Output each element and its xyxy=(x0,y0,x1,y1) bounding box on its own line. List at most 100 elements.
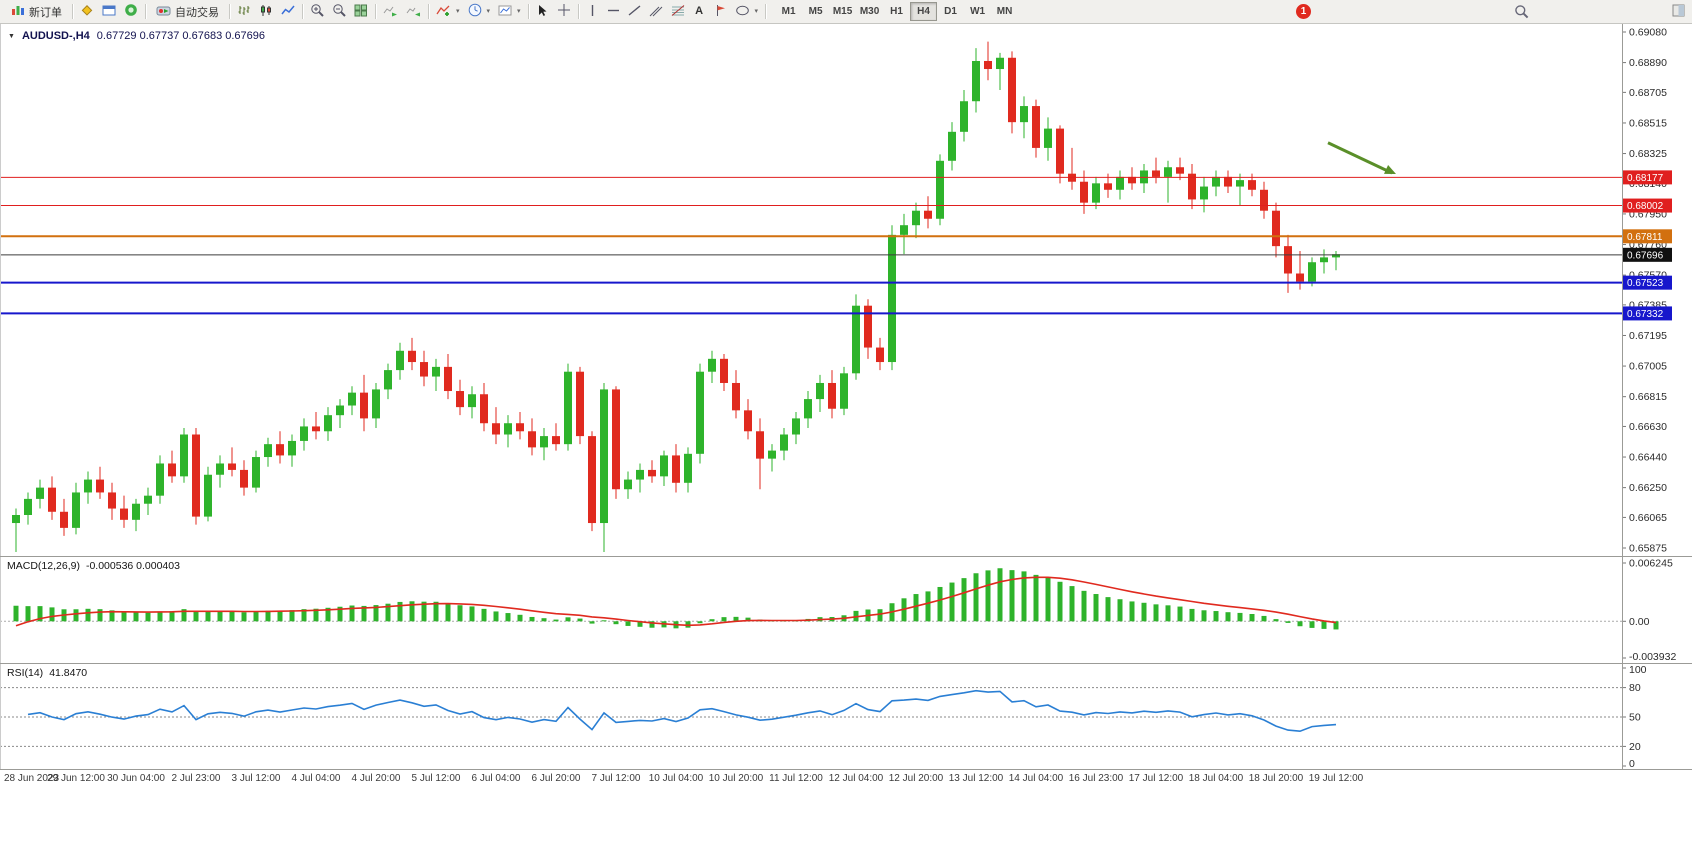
toolbar-separator xyxy=(302,4,303,19)
timeframe-h1-button[interactable]: H1 xyxy=(883,2,910,21)
svg-text:0.67332: 0.67332 xyxy=(1627,309,1664,320)
svg-text:0.66065: 0.66065 xyxy=(1629,512,1667,524)
templates-button[interactable]: ▾ xyxy=(494,2,525,22)
svg-text:0.67696: 0.67696 xyxy=(1627,250,1664,261)
toolbar-separator xyxy=(229,4,230,19)
svg-text:0.66250: 0.66250 xyxy=(1629,482,1667,494)
line-chart-icon xyxy=(281,4,295,20)
time-axis-label: 12 Jul 04:00 xyxy=(828,773,884,784)
timeframe-d1-button[interactable]: D1 xyxy=(937,2,964,21)
time-axis-label: 19 Jul 12:00 xyxy=(1308,773,1364,784)
panel-toggle-button[interactable] xyxy=(1672,4,1685,17)
new-order-icon xyxy=(11,4,25,20)
svg-text:0.66440: 0.66440 xyxy=(1629,452,1667,464)
channel-button[interactable] xyxy=(645,2,667,22)
horizontal-line-button[interactable] xyxy=(603,2,624,22)
svg-text:0.68705: 0.68705 xyxy=(1629,87,1667,99)
time-axis-label: 4 Jul 04:00 xyxy=(291,773,341,784)
panel-toggle-icon xyxy=(1672,4,1685,17)
macd-label: MACD(12,26,9) -0.000536 0.000403 xyxy=(7,560,180,572)
zoom-in-button[interactable] xyxy=(306,2,328,22)
time-axis-label: 29 Jun 12:00 xyxy=(47,773,105,784)
main-chart-canvas[interactable]: 0.69080 0.68890 0.68705 0.68515 0.68325 0.681… xyxy=(0,24,1692,556)
trendline-button[interactable] xyxy=(624,2,645,22)
tile-windows-button[interactable] xyxy=(350,2,372,22)
chart-shift-icon xyxy=(406,4,421,20)
timeframe-m15-button[interactable]: M15 xyxy=(829,2,856,21)
line-chart-button[interactable] xyxy=(277,2,299,22)
chart-shift-button[interactable] xyxy=(402,2,425,22)
time-axis-label: 2 Jul 23:00 xyxy=(171,773,221,784)
notification-badge[interactable]: 1 xyxy=(1296,4,1311,19)
fibonacci-icon xyxy=(671,4,685,20)
timeframe-h4-button[interactable]: H4 xyxy=(910,2,938,21)
svg-text:20: 20 xyxy=(1629,741,1641,753)
auto-scroll-button[interactable] xyxy=(379,2,402,22)
svg-text:0.69080: 0.69080 xyxy=(1629,27,1667,39)
bar-chart-button[interactable] xyxy=(233,2,255,22)
arrow-label-icon xyxy=(714,4,727,20)
indicators-button[interactable]: ▾ xyxy=(432,2,464,22)
zoom-out-button[interactable] xyxy=(328,2,350,22)
time-axis-label: 5 Jul 12:00 xyxy=(411,773,461,784)
macd-indicator-name: MACD(12,26,9) xyxy=(7,560,80,572)
price-axis-border xyxy=(1622,24,1623,769)
text-tool-button[interactable]: A xyxy=(689,2,710,22)
templates-icon xyxy=(498,4,512,20)
time-axis-label: 17 Jul 12:00 xyxy=(1128,773,1184,784)
fibonacci-button[interactable] xyxy=(667,2,689,22)
toolbar-separator xyxy=(145,4,146,19)
svg-text:0.67005: 0.67005 xyxy=(1629,361,1667,373)
new-order-button[interactable]: 新订单 xyxy=(4,2,69,22)
toolbar-separator xyxy=(577,4,579,19)
arrow-label-button[interactable] xyxy=(710,2,731,22)
timeframe-group: M1 M5 M15 M30 H1 H4 D1 W1 MN xyxy=(775,2,1018,21)
vertical-line-icon xyxy=(586,4,599,20)
search-button[interactable] xyxy=(1514,4,1529,19)
shapes-button[interactable]: ▾ xyxy=(731,2,763,22)
svg-text:0.67195: 0.67195 xyxy=(1629,330,1667,342)
macd-pane-canvas[interactable]: 0.006245 0.00 -0.003932 xyxy=(0,557,1692,663)
svg-text:0.68325: 0.68325 xyxy=(1629,148,1667,160)
timeframe-mn-button[interactable]: MN xyxy=(991,2,1018,21)
time-axis[interactable]: 28 Jun 2023 29 Jun 12:00 30 Jun 04:00 2 Jul… xyxy=(0,770,1692,792)
chevron-down-icon: ▾ xyxy=(517,8,521,15)
autotrading-button[interactable]: 自动交易 xyxy=(149,2,226,22)
horizontal-line-icon xyxy=(607,4,620,20)
market-watch-button[interactable] xyxy=(76,2,98,22)
time-axis-label: 7 Jul 12:00 xyxy=(591,773,641,784)
periods-button[interactable]: ▾ xyxy=(464,2,495,22)
time-axis-label: 11 Jul 12:00 xyxy=(769,773,823,784)
rsi-pane-canvas[interactable]: 100 80 50 20 0 xyxy=(0,664,1692,769)
timeframe-m30-button[interactable]: M30 xyxy=(856,2,883,21)
navigator-button[interactable] xyxy=(120,2,142,22)
svg-text:0.67811: 0.67811 xyxy=(1627,232,1663,243)
timeframe-m5-button[interactable]: M5 xyxy=(802,2,829,21)
timeframe-m1-button[interactable]: M1 xyxy=(775,2,802,21)
channel-icon xyxy=(649,4,663,20)
chart-symbol-period: AUDUSD-,H4 xyxy=(21,30,90,42)
svg-text:0.66815: 0.66815 xyxy=(1629,391,1667,403)
timeframe-w1-button[interactable]: W1 xyxy=(964,2,991,21)
shapes-icon xyxy=(735,4,750,20)
time-axis-label: 13 Jul 12:00 xyxy=(948,773,1004,784)
cursor-button[interactable] xyxy=(532,2,553,22)
crosshair-button[interactable] xyxy=(553,2,575,22)
auto-scroll-icon xyxy=(383,4,398,20)
vertical-line-button[interactable] xyxy=(582,2,603,22)
pane-separator[interactable] xyxy=(0,556,1692,557)
time-axis-label: 6 Jul 04:00 xyxy=(471,773,521,784)
time-axis-label: 16 Jul 23:00 xyxy=(1068,773,1124,784)
svg-text:80: 80 xyxy=(1629,682,1641,694)
time-axis-label: 3 Jul 12:00 xyxy=(231,773,281,784)
time-axis-label: 10 Jul 20:00 xyxy=(708,773,764,784)
candlestick-chart-button[interactable] xyxy=(255,2,277,22)
time-axis-label: 30 Jun 04:00 xyxy=(107,773,165,784)
svg-text:0.006245: 0.006245 xyxy=(1629,558,1673,570)
svg-text:0.68002: 0.68002 xyxy=(1627,201,1664,212)
pane-separator[interactable] xyxy=(0,663,1692,664)
time-axis-label: 14 Jul 04:00 xyxy=(1008,773,1064,784)
toolbar-separator xyxy=(72,4,73,19)
data-window-button[interactable] xyxy=(98,2,120,22)
chevron-down-icon[interactable]: ▼ xyxy=(8,32,15,40)
